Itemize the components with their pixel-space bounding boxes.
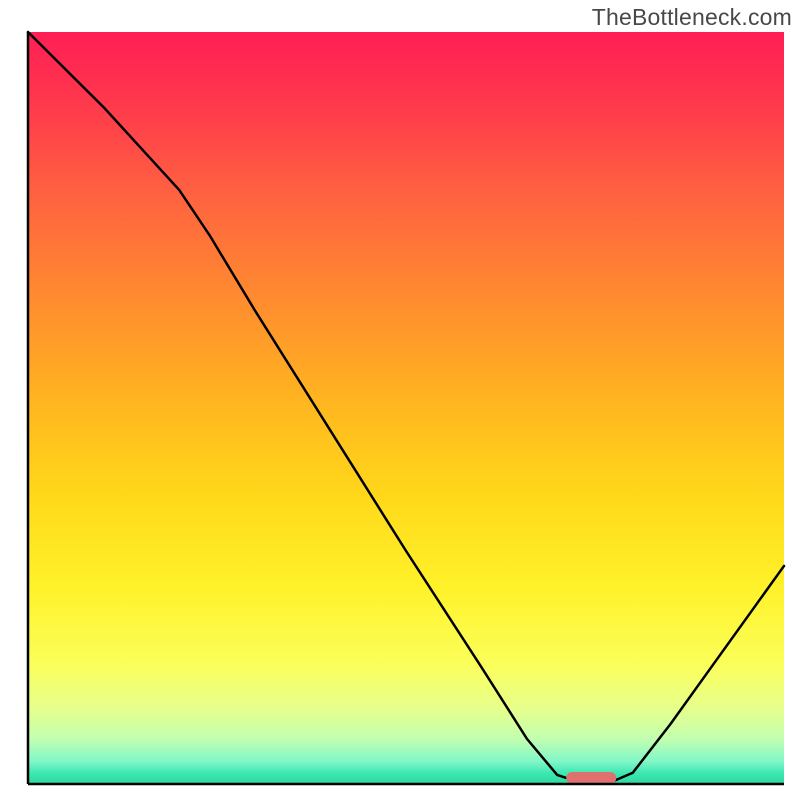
plot-background	[28, 32, 784, 784]
chart-svg	[0, 0, 800, 800]
optimal-marker	[566, 772, 616, 784]
bottleneck-chart: TheBottleneck.com	[0, 0, 800, 800]
watermark-text: TheBottleneck.com	[592, 4, 792, 31]
